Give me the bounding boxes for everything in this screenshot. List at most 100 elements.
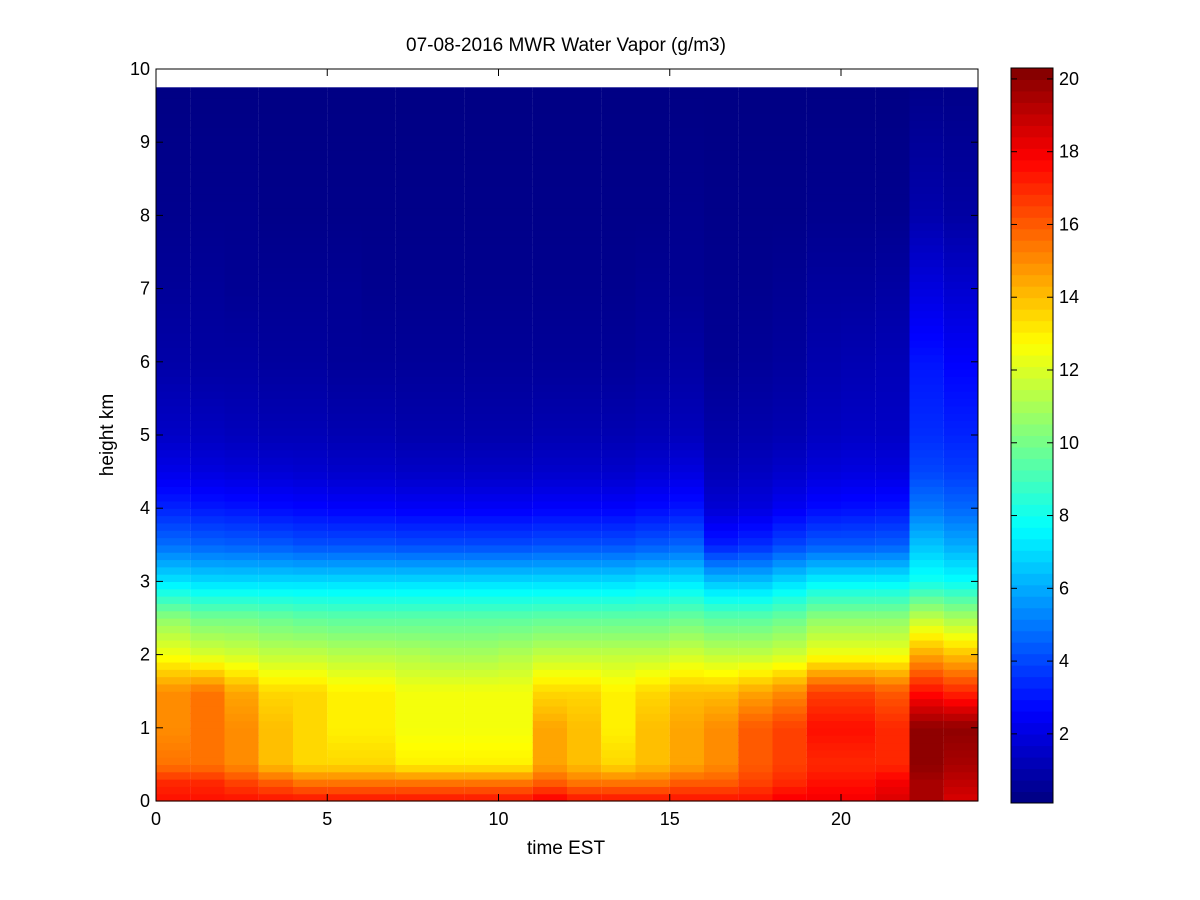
heatmap-cell bbox=[635, 112, 670, 121]
heatmap-cell bbox=[293, 90, 328, 99]
heatmap-cell bbox=[738, 522, 773, 531]
heatmap-cell bbox=[156, 354, 191, 363]
heatmap-cell bbox=[943, 164, 979, 173]
heatmap-cell bbox=[669, 720, 705, 729]
heatmap-cell bbox=[464, 142, 499, 151]
heatmap-cell bbox=[258, 625, 294, 634]
heatmap-cell bbox=[943, 559, 979, 568]
heatmap-cell bbox=[464, 705, 499, 714]
heatmap-cell bbox=[943, 618, 979, 626]
heatmap-cell bbox=[464, 208, 499, 216]
heatmap-cell bbox=[327, 186, 362, 195]
heatmap-cell bbox=[224, 303, 259, 312]
heatmap-cell bbox=[190, 691, 225, 700]
heatmap-cell bbox=[772, 676, 807, 685]
heatmap-cell bbox=[498, 303, 533, 312]
x-axis: 0 5 10 15 20 bbox=[151, 69, 851, 829]
heatmap-cell bbox=[224, 486, 259, 495]
heatmap-cell bbox=[156, 603, 191, 612]
heatmap-cell bbox=[738, 544, 773, 553]
heatmap-cell bbox=[704, 405, 739, 414]
heatmap-cell bbox=[293, 691, 328, 700]
heatmap-cell bbox=[669, 339, 705, 348]
heatmap-cell bbox=[909, 676, 944, 685]
heatmap-cell bbox=[841, 493, 876, 502]
heatmap-cell bbox=[943, 471, 979, 480]
heatmap-cell bbox=[806, 530, 842, 539]
heatmap-cell bbox=[293, 779, 328, 787]
heatmap-cell bbox=[841, 288, 876, 297]
heatmap-cell bbox=[464, 537, 499, 546]
heatmap-cell bbox=[738, 537, 773, 546]
heatmap-cell bbox=[258, 639, 294, 648]
heatmap-cell bbox=[875, 295, 910, 304]
heatmap-cell bbox=[875, 156, 910, 165]
heatmap-cell bbox=[841, 669, 876, 678]
heatmap-cell bbox=[943, 669, 979, 678]
heatmap-cell bbox=[224, 230, 259, 238]
heatmap-cell bbox=[909, 456, 944, 465]
heatmap-cell bbox=[841, 142, 876, 151]
heatmap-cell bbox=[806, 208, 842, 216]
heatmap-cell bbox=[156, 581, 191, 590]
heatmap-cell bbox=[293, 339, 328, 348]
heatmap-cell bbox=[395, 683, 431, 692]
heatmap-cell bbox=[156, 90, 191, 99]
heatmap-cell bbox=[669, 596, 705, 604]
heatmap-cell bbox=[156, 647, 191, 656]
heatmap-cell bbox=[669, 530, 705, 539]
heatmap-cell bbox=[430, 544, 465, 553]
heatmap-cell bbox=[669, 713, 705, 722]
heatmap-cell bbox=[669, 120, 705, 129]
heatmap-cell bbox=[430, 793, 465, 802]
heatmap-cell bbox=[806, 186, 842, 195]
heatmap-cell bbox=[772, 149, 807, 158]
heatmap-cell bbox=[430, 683, 465, 692]
heatmap-cell bbox=[361, 156, 396, 165]
heatmap-cell bbox=[464, 522, 499, 531]
heatmap-cell bbox=[224, 456, 259, 465]
heatmap-cell bbox=[258, 120, 294, 129]
heatmap-cell bbox=[190, 252, 225, 260]
heatmap-cell bbox=[361, 376, 396, 385]
heatmap-cell bbox=[293, 581, 328, 590]
heatmap-cell bbox=[806, 98, 842, 107]
heatmap-cell bbox=[430, 303, 465, 312]
heatmap-cell bbox=[909, 742, 944, 751]
heatmap-cell bbox=[567, 288, 602, 297]
heatmap-cell bbox=[909, 295, 944, 304]
heatmap-cell bbox=[943, 661, 979, 670]
heatmap-cell bbox=[601, 654, 636, 663]
heatmap-cell bbox=[841, 661, 876, 670]
heatmap-cell bbox=[806, 90, 842, 99]
heatmap-cell bbox=[156, 398, 191, 407]
heatmap-cell bbox=[224, 273, 259, 282]
heatmap-cell bbox=[293, 332, 328, 341]
heatmap-cell bbox=[567, 332, 602, 341]
heatmap-cell bbox=[567, 200, 602, 209]
heatmap-cell bbox=[669, 735, 705, 744]
heatmap-cell bbox=[909, 639, 944, 648]
heatmap-cell bbox=[841, 156, 876, 165]
heatmap-cell bbox=[224, 398, 259, 407]
heatmap-cell bbox=[567, 442, 602, 451]
heatmap-cell bbox=[909, 537, 944, 546]
heatmap-cell bbox=[190, 449, 225, 458]
heatmap-cell bbox=[601, 493, 636, 502]
heatmap-cell bbox=[327, 486, 362, 495]
heatmap-cell bbox=[395, 713, 431, 722]
heatmap-cell bbox=[395, 610, 431, 619]
heatmap-cell bbox=[258, 112, 294, 121]
heatmap-cell bbox=[943, 398, 979, 407]
heatmap-cell bbox=[841, 391, 876, 399]
heatmap-cell bbox=[361, 486, 396, 495]
heatmap-cell bbox=[361, 237, 396, 246]
heatmap-cell bbox=[464, 632, 499, 641]
heatmap-cell bbox=[601, 178, 636, 187]
heatmap-cell bbox=[293, 508, 328, 517]
heatmap-cell bbox=[361, 654, 396, 663]
colorbar-tick-label: 18 bbox=[1059, 142, 1079, 162]
heatmap-cell bbox=[293, 757, 328, 765]
heatmap-cell bbox=[430, 361, 465, 370]
heatmap-cell bbox=[532, 786, 568, 795]
